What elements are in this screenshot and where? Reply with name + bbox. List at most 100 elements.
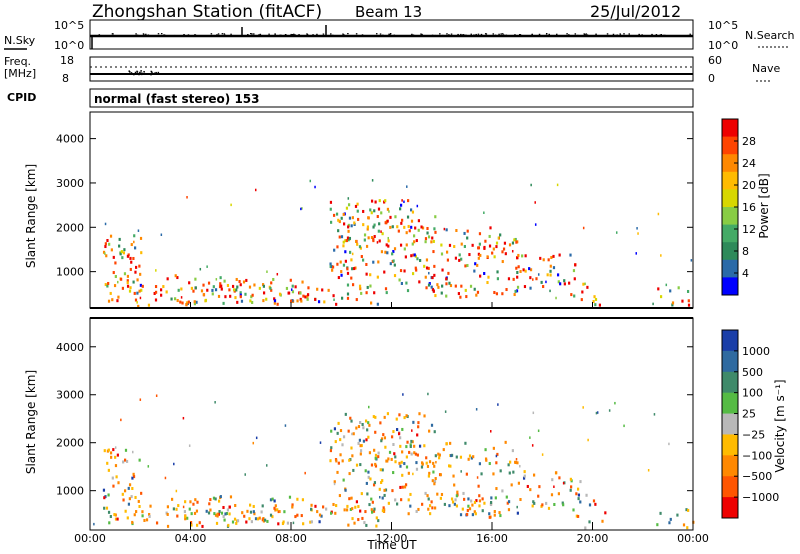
heatmap-cell [360, 255, 363, 259]
heatmap-cell [331, 265, 335, 269]
heatmap-cell [385, 243, 388, 247]
heatmap-cell [377, 229, 380, 233]
heatmap-cell [211, 292, 214, 296]
heatmap-cell [443, 502, 446, 506]
heatmap-cell [225, 512, 229, 516]
heatmap-cell [656, 523, 659, 527]
heatmap-cell [376, 275, 379, 279]
heatmap-cell [190, 286, 194, 290]
heatmap-cell [432, 239, 435, 243]
heatmap-cell [434, 215, 437, 219]
heatmap-cell [557, 492, 560, 496]
heatmap-cell [118, 244, 121, 248]
heatmap-cell [448, 504, 451, 508]
velocity-colorbar-tick: −100 [742, 449, 772, 462]
heatmap-cell [235, 288, 238, 292]
heatmap-cell [335, 302, 338, 306]
heatmap-cell [288, 495, 292, 499]
x-axis-label: Time UT [366, 538, 417, 552]
heatmap-cell [409, 208, 413, 212]
heatmap-cell [406, 185, 408, 188]
heatmap-cell [134, 265, 138, 269]
freq-tick-bottom: 8 [62, 72, 69, 85]
heatmap-cell [380, 437, 384, 441]
heatmap-cell [296, 299, 299, 303]
heatmap-cell [174, 274, 177, 278]
heatmap-cell [131, 487, 134, 491]
heatmap-cell [478, 232, 482, 236]
heatmap-cell [401, 199, 403, 202]
heatmap-cell [190, 512, 193, 516]
heatmap-cell [228, 288, 231, 292]
heatmap-cell [572, 269, 576, 273]
heatmap-cell [669, 517, 672, 521]
heatmap-cell [519, 498, 522, 502]
heatmap-cell [345, 239, 348, 243]
heatmap-cell [337, 218, 340, 222]
heatmap-cell [434, 506, 437, 510]
heatmap-cell [353, 521, 356, 525]
heatmap-cell [388, 450, 392, 454]
heatmap-cell [347, 223, 350, 227]
velocity-panel-frame [89, 317, 694, 531]
heatmap-cell [319, 441, 322, 444]
heatmap-cell [404, 255, 407, 259]
heatmap-cell [348, 216, 352, 220]
heatmap-cell [401, 218, 404, 222]
heatmap-cell [392, 430, 395, 434]
heatmap-cell [384, 199, 387, 203]
heatmap-cell [547, 506, 551, 510]
heatmap-cell [468, 454, 472, 458]
heatmap-cell [128, 497, 131, 501]
heatmap-cell [531, 504, 534, 508]
heatmap-cell [154, 290, 158, 294]
heatmap-cell [431, 287, 435, 291]
heatmap-cell [160, 293, 163, 297]
heatmap-cell [246, 509, 249, 513]
heatmap-cell [214, 288, 218, 292]
heatmap-cell [514, 460, 517, 464]
nsearch-tick-bottom: 10^0 [708, 39, 738, 52]
freq-label-2: [MHz] [4, 67, 36, 80]
heatmap-cell [687, 303, 691, 307]
heatmap-cell [141, 510, 144, 514]
heatmap-cell [430, 240, 433, 244]
heatmap-cell [647, 469, 650, 472]
heatmap-cell [276, 508, 279, 512]
heatmap-cell [461, 507, 464, 511]
power-colorbar: 28 24 20 16 12 8 4 [721, 118, 756, 296]
heatmap-cell [223, 279, 226, 283]
heatmap-cell [264, 518, 267, 522]
heatmap-cell [116, 453, 119, 457]
heatmap-cell [384, 445, 387, 449]
heatmap-cell [546, 273, 549, 277]
heatmap-cell [209, 508, 212, 512]
heatmap-cell [354, 204, 358, 208]
heatmap-cell [399, 436, 402, 440]
velocity-ytick-label: 1000 [56, 485, 84, 498]
heatmap-cell [407, 471, 410, 475]
heatmap-cell [395, 417, 398, 421]
heatmap-cell [574, 263, 577, 267]
heatmap-cell [380, 230, 382, 233]
heatmap-cell [493, 255, 496, 259]
heatmap-cell [369, 273, 372, 277]
heatmap-cell [367, 421, 370, 425]
heatmap-cell [314, 297, 317, 301]
heatmap-cell [124, 509, 127, 513]
heatmap-cell [425, 456, 428, 460]
heatmap-cell [251, 293, 254, 297]
heatmap-cell [592, 299, 595, 303]
heatmap-cell [403, 200, 405, 204]
freq-tick-top: 18 [60, 54, 74, 67]
heatmap-cell [179, 300, 182, 304]
heatmap-cell [413, 240, 416, 244]
heatmap-cell [511, 449, 514, 453]
heatmap-cell [365, 523, 368, 527]
heatmap-cell [93, 522, 95, 526]
heatmap-cell [250, 295, 253, 299]
heatmap-cell [577, 497, 580, 501]
heatmap-cell [214, 513, 218, 517]
heatmap-cell [114, 261, 117, 265]
heatmap-cell [562, 503, 565, 507]
